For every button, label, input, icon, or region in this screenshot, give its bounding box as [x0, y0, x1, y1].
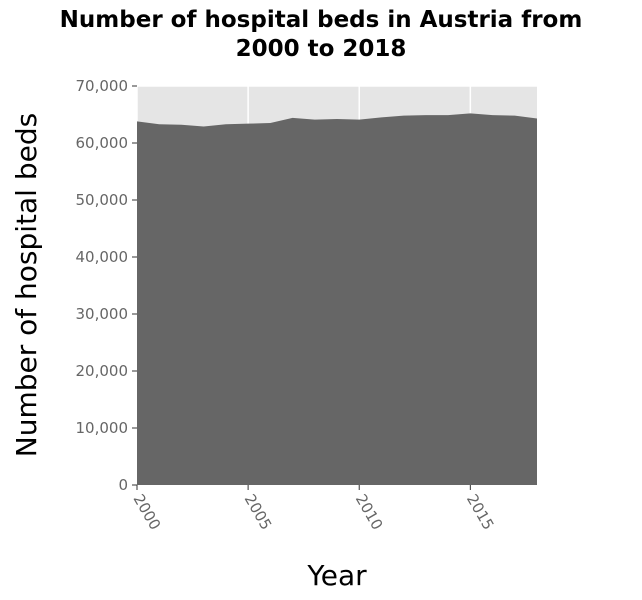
y-tick-label-30000: 30,000: [76, 305, 129, 323]
chart-title: Number of hospital beds in Austria from …: [0, 6, 642, 64]
x-axis-title: Year: [306, 559, 367, 592]
x-tick-label-2015: 2015: [463, 491, 498, 533]
chart-title-line-1: Number of hospital beds in Austria from: [59, 7, 583, 33]
area-series: [137, 113, 537, 486]
x-tick-label-2005: 2005: [241, 491, 276, 533]
y-tick-label-70000: 70,000: [76, 77, 129, 95]
x-tick-label-2000: 2000: [130, 491, 165, 533]
y-axis-title: Number of hospital beds: [10, 113, 43, 457]
y-tick-label-20000: 20,000: [76, 362, 129, 380]
x-axis: 2000 2005 2010 2015: [130, 485, 498, 533]
y-tick-label-0: 0: [118, 476, 128, 494]
y-tick-label-40000: 40,000: [76, 248, 129, 266]
y-tick-label-60000: 60,000: [76, 134, 129, 152]
chart-title-line-2: 2000 to 2018: [235, 36, 407, 62]
y-tick-label-10000: 10,000: [76, 419, 129, 437]
x-tick-label-2010: 2010: [352, 491, 387, 533]
y-tick-label-50000: 50,000: [76, 191, 129, 209]
y-axis: 0 10,000 20,000 30,000 40,000 50,000 60,000 70,…: [76, 77, 137, 494]
